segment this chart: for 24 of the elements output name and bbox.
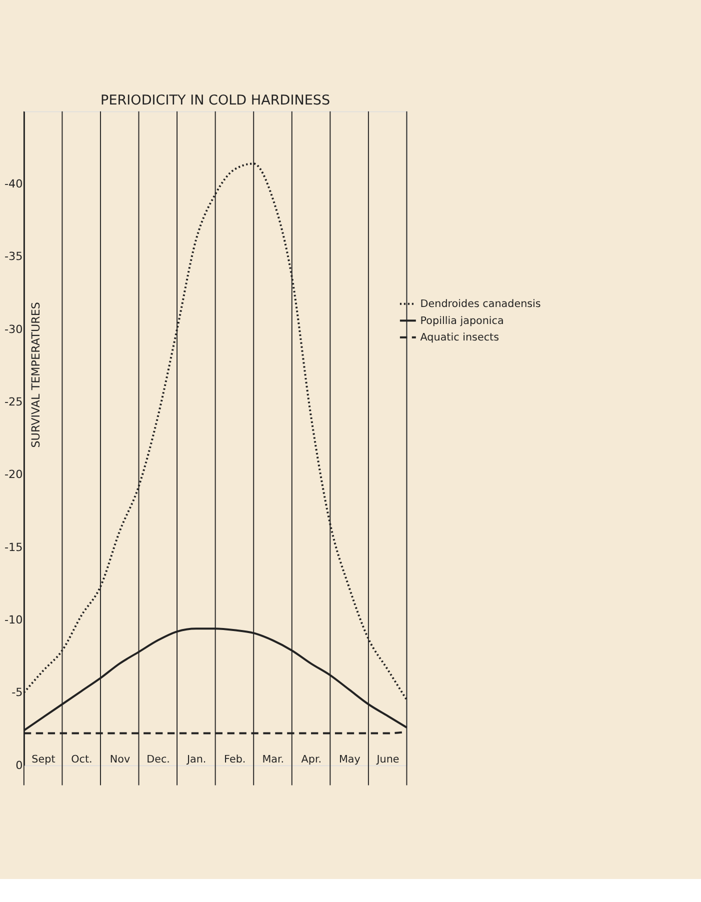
y-tick-label: -20 [4,468,23,482]
legend-label: Dendroides canadensis [420,298,541,310]
x-tick-label: May [338,753,360,766]
x-tick-label: Apr. [301,753,322,766]
y-tick-label: -15 [4,540,23,554]
chart-title: PERIODICITY IN COLD HARDINESS [100,92,330,108]
y-tick-label: -10 [4,614,23,627]
y-tick-label: -40 [4,178,23,191]
x-tick-label: Sept [32,753,56,766]
legend-label: Popillia japonica [420,314,504,327]
y-tick-label: -35 [4,250,23,264]
y-tick-label: -25 [4,396,23,409]
x-tick-label: Mar. [262,753,284,766]
y-tick-label: -5 [12,686,23,700]
legend-label: Aquatic insects [420,332,499,344]
y-tick-label: 0 [16,758,23,772]
y-axis-title: SURVIVAL TEMPERATURES [29,302,42,448]
x-tick-label: Jan. [186,753,206,766]
x-tick-label: Oct. [71,753,92,766]
x-tick-label: Nov [110,753,130,766]
x-tick-label: Feb. [224,753,246,766]
x-tick-label: June [376,753,400,766]
x-tick-label: Dec. [146,753,170,766]
y-tick-label: -30 [4,322,23,336]
